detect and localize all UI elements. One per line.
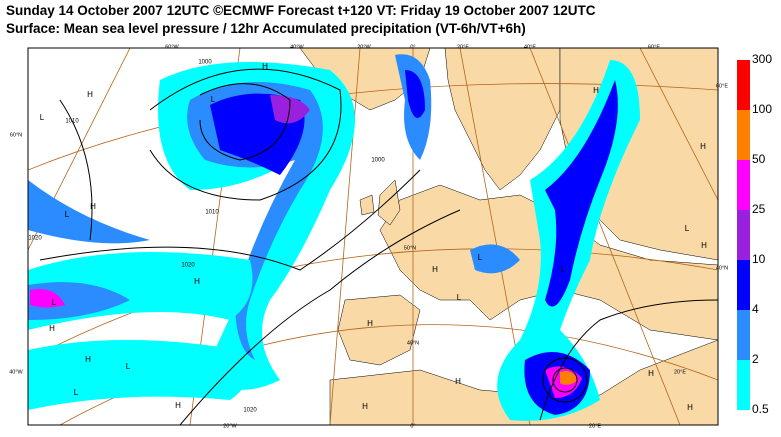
grid-label: 20°W <box>357 44 371 50</box>
grid-label: 20°E <box>457 44 469 50</box>
grid-label: 20°E <box>674 369 686 375</box>
grid-label: 40°N <box>407 340 419 346</box>
pressure-centre: H <box>90 202 96 211</box>
pressure-centre: H <box>432 265 438 274</box>
isobar-label: 1020 <box>243 408 257 414</box>
pressure-centre: H <box>367 319 373 328</box>
pressure-centre: L <box>478 253 483 262</box>
colorbar-label: 2 <box>752 352 759 366</box>
pressure-centre: H <box>687 403 693 412</box>
colorbar-label: 300 <box>752 52 772 66</box>
isobar-label: 1020 <box>28 236 42 242</box>
pressure-centre: L <box>40 113 45 122</box>
colorbar-segment <box>737 160 750 210</box>
pressure-centre: L <box>211 95 216 104</box>
pressure-centre: H <box>262 62 268 71</box>
isobar-label: 1020 <box>181 263 195 269</box>
pressure-centre: H <box>648 369 654 378</box>
grid-label: 0° <box>410 44 415 50</box>
pressure-centre: L <box>457 293 462 302</box>
pressure-centre: L <box>561 265 566 274</box>
colorbar-segment <box>737 60 750 110</box>
colorbar-label: 100 <box>752 102 772 116</box>
map-border <box>27 47 719 426</box>
isobar-label: 1010 <box>205 210 219 216</box>
pressure-centre: H <box>175 401 181 410</box>
pressure-centre: L <box>52 298 57 307</box>
pressure-centre: H <box>455 377 461 386</box>
colorbar-segment <box>737 110 750 160</box>
pressure-centre: H <box>87 90 93 99</box>
pressure-centre: L <box>74 388 79 397</box>
pressure-centre: H <box>700 142 706 151</box>
title: Sunday 14 October 2007 12UTC ©ECMWF Fore… <box>6 3 596 18</box>
grid-label: 20°W <box>223 423 237 429</box>
pressure-centre: H <box>701 241 707 250</box>
grid-label: 40°E <box>524 44 536 50</box>
grid-label: 60°N <box>10 132 22 138</box>
colorbar-label: 4 <box>752 302 759 316</box>
subtitle: Surface: Mean sea level pressure / 12hr … <box>6 21 526 36</box>
grid-label: 40°W <box>9 369 23 375</box>
colorbar-segment <box>737 260 750 310</box>
pressure-centre: L <box>685 224 690 233</box>
grid-label: 60°E <box>648 44 660 50</box>
isobar-label: 1010 <box>65 119 79 125</box>
isobar-label: 1000 <box>371 158 385 164</box>
pressure-centre: H <box>49 324 55 333</box>
pressure-centre: L <box>65 210 70 219</box>
pressure-centre: H <box>194 277 200 286</box>
pressure-centre: H <box>593 86 599 95</box>
grid-label: 60°W <box>165 44 179 50</box>
grid-label: 60°E <box>716 83 728 89</box>
grid-label: 50°N <box>404 245 416 251</box>
colorbar-label: 50 <box>752 152 766 166</box>
grid-label: 40°W <box>290 44 304 50</box>
colorbar-label: 10 <box>752 252 766 266</box>
map-content <box>28 48 718 425</box>
colorbar-segment <box>737 360 750 410</box>
colorbar-segment <box>737 310 750 360</box>
colorbar-segment <box>737 210 750 260</box>
colorbar-label: 0.5 <box>752 402 769 416</box>
grid-label: 40°N <box>716 265 728 271</box>
pressure-centre: H <box>85 355 91 364</box>
isobars <box>39 68 718 425</box>
isobar-label: 1000 <box>198 60 212 66</box>
pressure-centre: L <box>126 362 131 371</box>
grid-label: 20°E <box>589 423 601 429</box>
colorbar-label: 25 <box>752 202 766 216</box>
pressure-centre: H <box>362 402 368 411</box>
grid-label: 0° <box>410 423 415 429</box>
precipitation <box>28 54 640 421</box>
